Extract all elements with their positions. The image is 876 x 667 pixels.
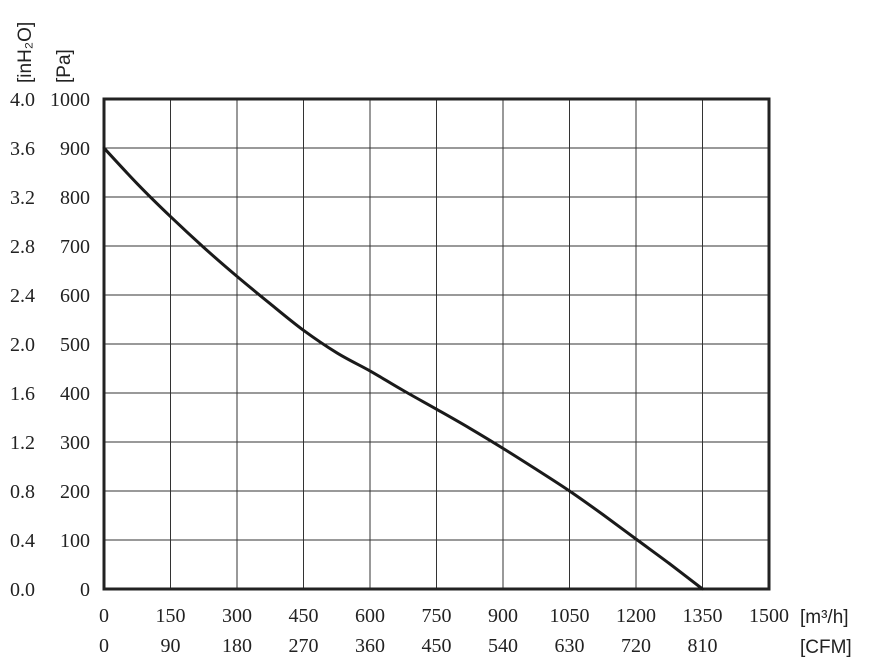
x-secondary-tick-label: 630 (555, 635, 585, 657)
x-tick-label: 300 (222, 605, 252, 627)
x-secondary-tick-label: 0 (99, 635, 109, 657)
x-tick-label: 750 (422, 605, 452, 627)
x-secondary-tick-label: 720 (621, 635, 651, 657)
x-secondary-tick-label: 270 (289, 635, 319, 657)
x-primary-ticks: 0 150 300 450 600 750 900 1050 1200 1350 1500 (99, 605, 789, 627)
y-tick-label: 800 (60, 187, 90, 209)
y-secondary-unit: [inH₂O] (15, 22, 36, 83)
y-secondary-tick-label: 2.0 (10, 334, 35, 356)
y-tick-label: 900 (60, 138, 90, 160)
y-secondary-tick-label: 3.2 (10, 187, 35, 209)
y-tick-label: 500 (60, 334, 90, 356)
x-secondary-tick-label: 540 (488, 635, 518, 657)
y-secondary-tick-label: 4.0 (10, 89, 35, 111)
x-secondary-tick-label: 180 (222, 635, 252, 657)
y-tick-label: 600 (60, 285, 90, 307)
x-secondary-tick-label: 450 (422, 635, 452, 657)
x-tick-label: 1050 (550, 605, 590, 627)
y-tick-label: 300 (60, 432, 90, 454)
y-secondary-tick-label: 2.4 (10, 285, 35, 307)
x-tick-label: 1500 (749, 605, 789, 627)
plot-frame (102, 97, 771, 591)
x-tick-label: 1350 (683, 605, 723, 627)
y-secondary-tick-label: 2.8 (10, 236, 35, 258)
y-primary-ticks: 0 100 200 300 400 500 600 700 800 900 1000 (50, 89, 90, 601)
x-tick-label: 150 (156, 605, 186, 627)
y-secondary-tick-label: 1.2 (10, 432, 35, 454)
x-tick-label: 0 (99, 605, 109, 627)
y-tick-label: 200 (60, 481, 90, 503)
x-tick-label: 1200 (616, 605, 656, 627)
grid (104, 99, 769, 589)
y-tick-label: 700 (60, 236, 90, 258)
x-tick-label: 450 (289, 605, 319, 627)
series-line (102, 146, 704, 591)
y-primary-unit: [Pa] (54, 49, 75, 83)
y-secondary-tick-label: 1.6 (10, 383, 35, 405)
x-primary-unit: [m³/h] (800, 607, 849, 628)
x-secondary-tick-label: 90 (161, 635, 181, 657)
y-tick-label: 100 (60, 530, 90, 552)
x-secondary-tick-label: 360 (355, 635, 385, 657)
x-secondary-ticks: 0 90 180 270 360 450 540 630 720 810 (99, 635, 718, 657)
x-tick-label: 900 (488, 605, 518, 627)
x-secondary-unit: [CFM] (800, 637, 852, 658)
y-tick-label: 0 (80, 579, 90, 601)
y-tick-label: 400 (60, 383, 90, 405)
x-tick-label: 600 (355, 605, 385, 627)
y-secondary-tick-label: 0.0 (10, 579, 35, 601)
y-secondary-ticks: 0.0 0.4 0.8 1.2 1.6 2.0 2.4 2.8 3.2 3.6 4.0 (10, 89, 35, 601)
y-secondary-tick-label: 0.8 (10, 481, 35, 503)
y-secondary-tick-label: 3.6 (10, 138, 35, 160)
y-tick-label: 1000 (50, 89, 90, 111)
y-secondary-tick-label: 0.4 (10, 530, 35, 552)
x-secondary-tick-label: 810 (688, 635, 718, 657)
